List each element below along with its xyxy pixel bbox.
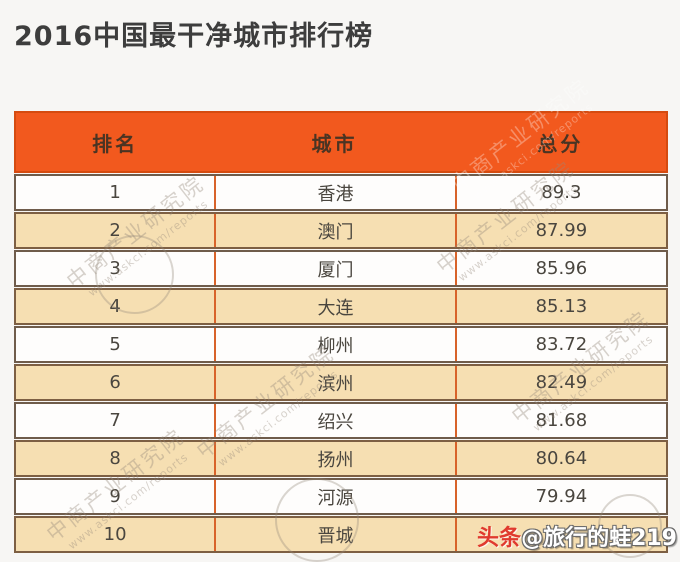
cell-score: 82.49	[454, 366, 666, 399]
cell-city: 香港	[214, 176, 455, 209]
cell-city: 厦门	[214, 252, 455, 285]
ranking-table: 排名 城市 总分 1 香港 89.3 2 澳门 87.99 3 厦门 85.96 4 大连 85.13…	[14, 111, 668, 553]
cell-city: 河源	[214, 480, 455, 513]
table-row: 4 大连 85.13	[14, 288, 668, 325]
cell-rank: 2	[109, 220, 121, 241]
cell-rank: 7	[109, 410, 121, 431]
toutiao-author-watermark: 头条@旅行的蛙219	[477, 520, 677, 552]
table-body: 1 香港 89.3 2 澳门 87.99 3 厦门 85.96 4 大连 85.13 5 柳州 83.72 6…	[14, 174, 668, 553]
cell-rank: 9	[109, 486, 121, 507]
cell-score: 89.3	[454, 176, 666, 209]
cell-score: 81.68	[454, 404, 666, 437]
cell-rank: 6	[109, 372, 121, 393]
table-row: 1 香港 89.3	[14, 174, 668, 211]
cell-rank: 10	[103, 524, 127, 545]
column-header-city: 城市	[311, 131, 358, 156]
cell-score: 85.96	[454, 252, 666, 285]
table-row: 5 柳州 83.72	[14, 326, 668, 363]
table-row: 3 厦门 85.96	[14, 250, 668, 287]
cell-city: 绍兴	[214, 404, 455, 437]
author-handle: @旅行的蛙219	[521, 526, 677, 551]
table-row: 10 晋城	[14, 516, 668, 553]
cell-score: 85.13	[454, 290, 666, 323]
page-title: 2016中国最干净城市排行榜	[14, 21, 374, 52]
table-row: 9 河源 79.94	[14, 478, 668, 515]
cell-rank: 4	[109, 296, 121, 317]
table-row: 6 滨州 82.49	[14, 364, 668, 401]
cell-score: 83.72	[454, 328, 666, 361]
cell-rank: 3	[109, 258, 121, 279]
table-row: 8 扬州 80.64	[14, 440, 668, 477]
table-row: 2 澳门 87.99	[14, 212, 668, 249]
table-header-row: 排名 城市 总分	[14, 111, 668, 173]
cell-city: 澳门	[214, 214, 455, 247]
cell-rank: 5	[109, 334, 121, 355]
cell-city: 扬州	[214, 442, 455, 475]
cell-score: 87.99	[454, 214, 666, 247]
cell-city: 柳州	[214, 328, 455, 361]
cell-score	[454, 518, 666, 551]
cell-city: 晋城	[214, 518, 455, 551]
table-row: 7 绍兴 81.68	[14, 402, 668, 439]
cell-city: 大连	[214, 290, 455, 323]
cell-score: 79.94	[454, 480, 666, 513]
column-header-rank: 排名	[92, 131, 139, 156]
toutiao-logo-text: 头条	[477, 526, 522, 551]
cell-city: 滨州	[214, 366, 455, 399]
cell-score: 80.64	[454, 442, 666, 475]
column-header-score: 总分	[537, 131, 584, 156]
cell-rank: 1	[109, 182, 121, 203]
cell-rank: 8	[109, 448, 121, 469]
